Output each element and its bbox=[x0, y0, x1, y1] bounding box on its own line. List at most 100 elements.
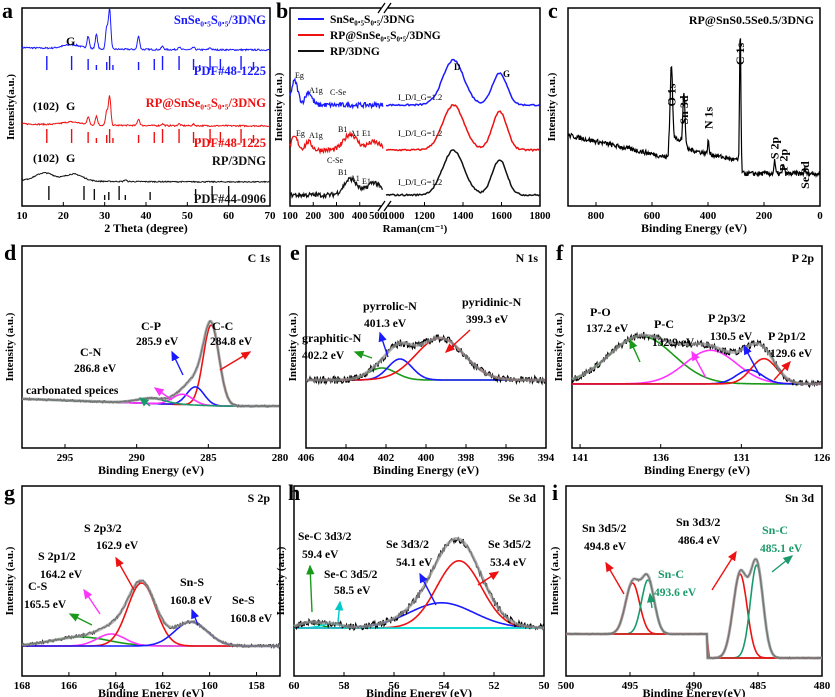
arrow-sn-5-2 bbox=[605, 561, 625, 595]
x-tick-label: 398 bbox=[458, 452, 475, 464]
value-se-3-2: 54.1 eV bbox=[396, 557, 433, 569]
label-sec-5-2: Se-C 3d5/2 bbox=[324, 569, 378, 581]
label-c-n: C-N bbox=[80, 345, 102, 359]
series-line bbox=[289, 77, 384, 110]
peak-label: O 1s bbox=[664, 83, 678, 106]
plot-area: 500 495 490 485 480 bbox=[558, 557, 831, 692]
label-pyrrolic: pyrrolic-N bbox=[363, 299, 417, 313]
chart-title: Sn 3d bbox=[785, 491, 814, 505]
annotation-g-2: G bbox=[66, 99, 75, 113]
arrow-sn-3-2 bbox=[711, 550, 737, 591]
x-tick-label: 164 bbox=[108, 680, 125, 692]
panel-letter: d bbox=[4, 240, 16, 265]
x-tick-label: 54 bbox=[439, 680, 451, 692]
panel-letter: a bbox=[2, 0, 13, 23]
x-tick-label: 60 bbox=[289, 680, 301, 692]
y-axis-label: Intensity (a.u.) bbox=[553, 312, 565, 381]
chart-title: RP@SnS0.5Se0.5/3DNG bbox=[689, 13, 814, 27]
x-tick-label: 10 bbox=[17, 210, 29, 222]
label-carbonated: carbonated speices bbox=[26, 385, 119, 397]
value-sn-3-2: 486.4 eV bbox=[678, 535, 721, 547]
label-graphitic: graphitic-N bbox=[302, 331, 362, 345]
x-axis-label: Binding Energy (eV) bbox=[366, 686, 472, 697]
value-s-1-2: 164.2 eV bbox=[40, 569, 83, 581]
x-tick-label: 1400 bbox=[453, 211, 474, 222]
arrow-sec-5-2 bbox=[334, 600, 344, 623]
chart-title: C 1s bbox=[248, 251, 271, 265]
x-tick-label: 394 bbox=[538, 452, 555, 464]
annotation-d: D bbox=[454, 62, 461, 72]
legend-series-1: SnSe₀.₅S₀.₅/3DNG bbox=[174, 13, 266, 27]
panel-a: a 10 20 30 40 50 60 70 Intensity(a.u.) 2 Theta… bbox=[2, 0, 276, 235]
arrow-p-o bbox=[629, 338, 641, 363]
x-tick-label: 404 bbox=[338, 452, 355, 464]
x-tick-label: 495 bbox=[622, 680, 639, 692]
x-axis-label: Raman(cm⁻¹) bbox=[383, 223, 448, 235]
x-tick-label: 136 bbox=[652, 452, 669, 464]
chart-title: Se 3d bbox=[508, 491, 536, 505]
arrow-p-3-2 bbox=[743, 344, 761, 377]
value-pyrrolic: 401.3 eV bbox=[364, 318, 407, 330]
panel-letter: e bbox=[290, 240, 300, 265]
x-tick-label: 1200 bbox=[414, 211, 435, 222]
x-tick-label: 280 bbox=[272, 452, 289, 464]
annotation-b1-2: B1 bbox=[338, 125, 347, 134]
label-se-s: Se-S bbox=[232, 593, 255, 607]
fit-component bbox=[22, 621, 280, 647]
x-tick-label: 485 bbox=[750, 680, 767, 692]
panel-letter: i bbox=[552, 480, 558, 505]
arrow-c-s bbox=[68, 613, 93, 626]
legend-series-2: RP@SnSe₀.₅S₀.₅/3DNG bbox=[146, 96, 267, 110]
label-sn-s: Sn-S bbox=[180, 575, 204, 589]
value-sn-s: 160.8 eV bbox=[170, 595, 213, 607]
label-s-3-2: S 2p3/2 bbox=[84, 521, 122, 535]
x-tick-label: 500 bbox=[558, 680, 575, 692]
x-tick-label: 290 bbox=[128, 452, 145, 464]
ref-label-1: PDF#48-1225 bbox=[194, 64, 266, 78]
x-tick-label: 131 bbox=[733, 452, 750, 464]
y-axis-label: Intensity(a.u.) bbox=[5, 74, 17, 140]
value-c-s: 165.5 eV bbox=[24, 599, 67, 611]
x-tick-label: 1600 bbox=[491, 211, 512, 222]
label-p-c: P-C bbox=[654, 317, 674, 331]
annotation-102-2: (102) bbox=[33, 151, 59, 165]
annotation-e1-3: E1 bbox=[362, 177, 371, 186]
plot-frame bbox=[21, 485, 281, 677]
annotation-cse-2: C-Se bbox=[327, 156, 343, 165]
y-axis-label: Intensity (a.u.) bbox=[273, 72, 285, 141]
ref-label-2: PDF#48-1225 bbox=[194, 136, 266, 150]
series-line bbox=[21, 95, 270, 128]
annotation-eg-2: Eg bbox=[296, 129, 305, 138]
chart-title: S 2p bbox=[248, 491, 271, 505]
arrow-c-p bbox=[171, 350, 184, 376]
annotation-a1g-1: A1g bbox=[309, 86, 323, 95]
label-pyridinic: pyridinic-N bbox=[462, 295, 522, 309]
x-tick-label: 490 bbox=[686, 680, 703, 692]
peak-label: C 1s bbox=[733, 43, 747, 66]
x-tick-label: 40 bbox=[141, 210, 153, 222]
peak-label: Se 3d bbox=[798, 161, 812, 189]
panel-i: i 500 495 490 485 480 Intensity (a.u.) Bindi… bbox=[549, 480, 831, 697]
value-sn-c-1: 493.6 eV bbox=[654, 587, 697, 599]
value-graphitic: 402.2 eV bbox=[302, 350, 345, 362]
x-axis-label: Binding Energy (eV) bbox=[98, 463, 204, 477]
annotation-g-1: G bbox=[66, 34, 75, 48]
value-sec-5-2: 58.5 eV bbox=[334, 585, 371, 597]
annotation-b1-3: B1 bbox=[338, 168, 347, 177]
value-se-5-2: 53.4 eV bbox=[490, 557, 527, 569]
series-line bbox=[289, 130, 384, 155]
x-tick-label: 160 bbox=[201, 680, 218, 692]
plot-frame bbox=[571, 245, 823, 449]
arrow-pyrrolic bbox=[378, 331, 389, 358]
raw-data bbox=[565, 558, 823, 660]
annotation-a1-3: A1 bbox=[350, 174, 360, 183]
fit-component bbox=[572, 357, 822, 385]
x-tick-label: 52 bbox=[489, 680, 501, 692]
x-tick-label: 158 bbox=[248, 680, 265, 692]
label-p-1-2: P 2p1/2 bbox=[768, 329, 806, 343]
label-c-s: C-S bbox=[28, 579, 48, 593]
plot-area: 295 290 285 280 bbox=[21, 319, 289, 464]
arrow-sn-s bbox=[191, 608, 200, 626]
